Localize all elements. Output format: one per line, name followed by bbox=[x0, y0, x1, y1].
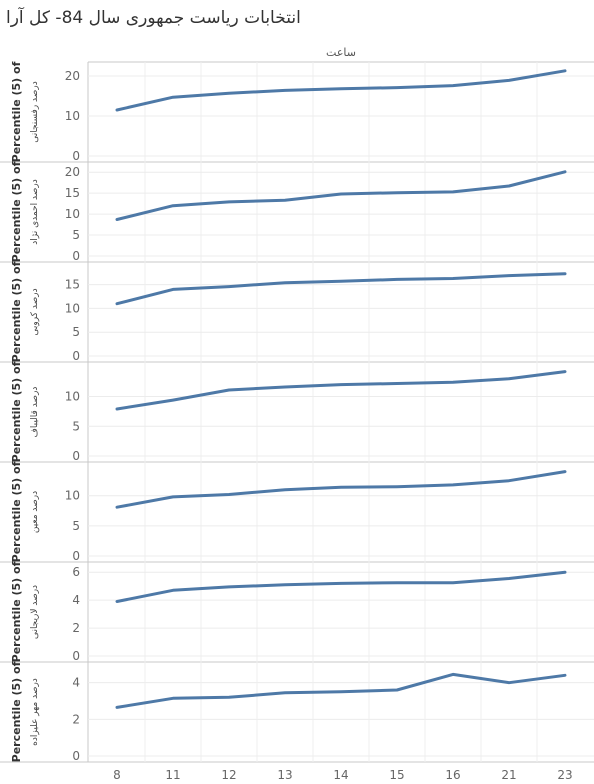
y-axis-label: Percentile (5) of bbox=[10, 261, 23, 362]
x-tick-label: 8 bbox=[113, 768, 121, 782]
x-tick-label: 13 bbox=[277, 768, 292, 782]
y-tick-label: 0 bbox=[72, 149, 80, 163]
x-tick-label: 21 bbox=[501, 768, 516, 782]
y-tick-label: 15 bbox=[65, 186, 80, 200]
y-axis-label-measure: درصد مهر علیزاده bbox=[30, 678, 40, 746]
y-tick-label: 0 bbox=[72, 549, 80, 563]
x-tick-label: 16 bbox=[445, 768, 460, 782]
y-axis-label: Percentile (5) of bbox=[10, 661, 23, 762]
y-tick-label: 2 bbox=[72, 621, 80, 635]
y-tick-label: 15 bbox=[65, 278, 80, 292]
y-axis-label-measure: درصد لاریجانی bbox=[30, 585, 40, 639]
y-tick-label: 0 bbox=[72, 649, 80, 663]
x-tick-label: 12 bbox=[221, 768, 236, 782]
y-tick-label: 20 bbox=[65, 69, 80, 83]
series-line bbox=[115, 672, 567, 709]
y-tick-label: 5 bbox=[72, 419, 80, 433]
y-tick-label: 10 bbox=[65, 489, 80, 503]
y-tick-label: 10 bbox=[65, 109, 80, 123]
y-tick-label: 20 bbox=[65, 165, 80, 179]
series-line bbox=[115, 69, 567, 112]
y-axis-label: Percentile (5) of bbox=[10, 61, 23, 162]
y-tick-label: 2 bbox=[72, 712, 80, 726]
y-tick-label: 10 bbox=[65, 390, 80, 404]
x-axis-title: ساعت bbox=[326, 46, 356, 59]
series-line bbox=[115, 370, 567, 411]
series-line bbox=[115, 570, 567, 603]
y-axis-label-measure: درصد رفسنجانی bbox=[30, 81, 40, 143]
y-axis-label-measure: درصد کروبی bbox=[30, 288, 40, 335]
y-tick-label: 10 bbox=[65, 301, 80, 315]
y-axis-label-measure: درصد احمدی نژاد bbox=[30, 179, 40, 244]
y-tick-label: 0 bbox=[72, 449, 80, 463]
x-tick-label: 14 bbox=[333, 768, 348, 782]
x-tick-label: 23 bbox=[557, 768, 572, 782]
y-axis-label-measure: درصد قالیباف bbox=[30, 387, 40, 438]
series-line bbox=[115, 470, 567, 509]
chart-title: انتخابات ریاست جمهوری سال 84- کل آرا bbox=[6, 8, 301, 28]
y-tick-label: 5 bbox=[72, 228, 80, 242]
y-axis-label-measure: درصد معین bbox=[30, 491, 40, 533]
y-tick-label: 0 bbox=[72, 349, 80, 363]
y-tick-label: 6 bbox=[72, 565, 80, 579]
y-tick-label: 4 bbox=[72, 676, 80, 690]
y-tick-label: 10 bbox=[65, 207, 80, 221]
y-tick-label: 0 bbox=[72, 249, 80, 263]
y-tick-label: 0 bbox=[72, 749, 80, 763]
y-axis-label: Percentile (5) of bbox=[10, 461, 23, 562]
y-tick-label: 4 bbox=[72, 593, 80, 607]
x-tick-label: 15 bbox=[389, 768, 404, 782]
series-line bbox=[115, 170, 567, 221]
series-line bbox=[115, 272, 567, 306]
y-tick-label: 5 bbox=[72, 519, 80, 533]
x-tick-label: 11 bbox=[165, 768, 180, 782]
y-axis-label: Percentile (5) of bbox=[10, 561, 23, 662]
y-axis-label: Percentile (5) of bbox=[10, 361, 23, 462]
y-axis-label: Percentile (5) of bbox=[10, 161, 23, 262]
y-tick-label: 5 bbox=[72, 325, 80, 339]
